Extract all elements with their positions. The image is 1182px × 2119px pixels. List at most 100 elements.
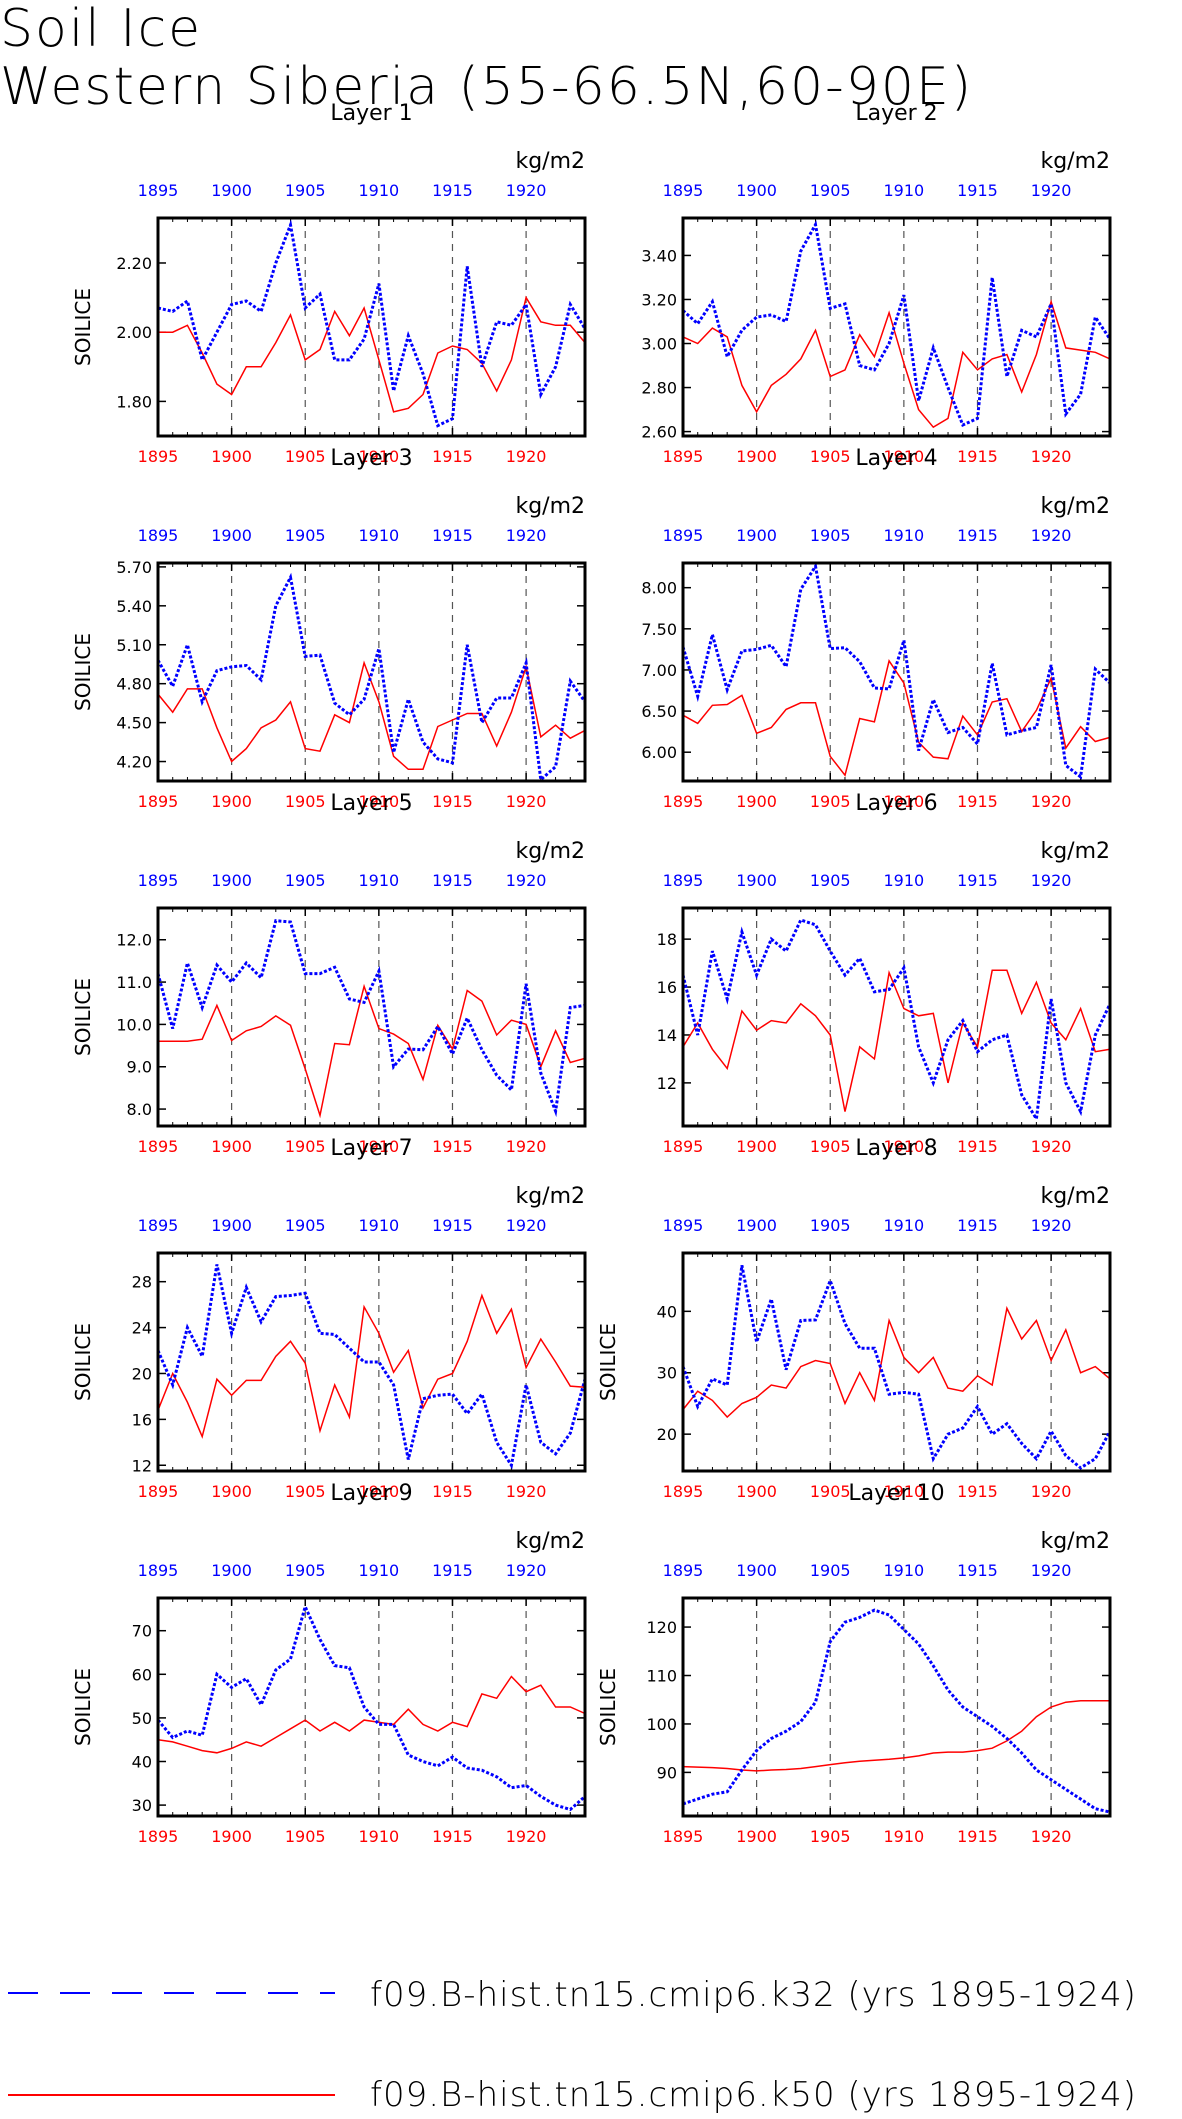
panel-3-series-k32-line <box>156 572 587 783</box>
panel-4-ytick-label-2: 7.00 <box>641 661 677 680</box>
panel-3-xtick-label-top-1910: 1910 <box>359 526 400 545</box>
panel-4-xtick-label-bottom-1915: 1915 <box>957 792 998 811</box>
panel-8-xtick-label-bottom-1895: 1895 <box>663 1482 704 1501</box>
panel-2-ytick-label-3: 3.20 <box>641 290 677 309</box>
panel-7-xtick-label-bottom-1905: 1905 <box>285 1482 326 1501</box>
panel-5-xtick-label-top-1905: 1905 <box>285 871 326 890</box>
panel-8-xtick-label-top-1895: 1895 <box>663 1216 704 1235</box>
panel-4-xtick-label-bottom-1905: 1905 <box>810 792 851 811</box>
panel-6-xtick-label-top-1900: 1900 <box>736 871 777 890</box>
panel-8-xtick-label-bottom-1920: 1920 <box>1031 1482 1072 1501</box>
panel-10-units: kg/m2 <box>1040 1529 1110 1554</box>
panel-1-xtick-label-bottom-1920: 1920 <box>506 447 547 466</box>
panel-4-xtick-label-top-1895: 1895 <box>663 526 704 545</box>
panel-6-xtick-label-top-1910: 1910 <box>884 871 925 890</box>
panel-9-xtick-label-bottom-1920: 1920 <box>506 1827 547 1846</box>
panel-4-ytick-label-0: 6.00 <box>641 743 677 762</box>
panel-2-ytick-label-2: 3.00 <box>641 335 677 354</box>
panel-9-frame <box>156 1596 587 1818</box>
panel-1-xtick-label-bottom-1905: 1905 <box>285 447 326 466</box>
panel-7-xtick-label-top-1900: 1900 <box>211 1216 252 1235</box>
panel-6-xtick-label-bottom-1910: 1910 <box>884 1137 925 1156</box>
panel-5-ylabel: SOILICE <box>71 978 95 1056</box>
panel-10-xtick-label-top-1900: 1900 <box>736 1561 777 1580</box>
panel-1-xtick-label-top-1910: 1910 <box>359 181 400 200</box>
panel-10-ytick-label-0: 90 <box>657 1763 677 1782</box>
panel-3-xtick-label-top-1920: 1920 <box>506 526 547 545</box>
figure-title: Soil Ice Western Siberia (55-66.5N,60-90… <box>0 0 973 116</box>
panel-1-xtick-label-bottom-1910: 1910 <box>359 447 400 466</box>
panel-9-ytick-label-4: 70 <box>132 1622 152 1641</box>
panel-2-xtick-label-top-1915: 1915 <box>957 181 998 200</box>
panel-4-xtick-label-bottom-1900: 1900 <box>736 792 777 811</box>
panel-6-frame <box>681 906 1112 1128</box>
panel-1-frame <box>156 216 587 438</box>
panel-9-xtick-label-top-1895: 1895 <box>138 1561 179 1580</box>
panel-7-xtick-label-top-1915: 1915 <box>432 1216 473 1235</box>
panel-9-xtick-label-bottom-1915: 1915 <box>432 1827 473 1846</box>
panel-8-ytick-label-2: 40 <box>657 1302 677 1321</box>
panel-5-series-k32-line <box>156 919 586 1118</box>
panel-1-xtick-label-bottom-1900: 1900 <box>211 447 252 466</box>
panel-8-xtick-label-top-1915: 1915 <box>957 1216 998 1235</box>
panel-8-frame <box>681 1251 1112 1473</box>
panel-3-xtick-label-top-1900: 1900 <box>211 526 252 545</box>
panel-1-xtick-label-top-1905: 1905 <box>285 181 326 200</box>
panel-5-ytick-label-1: 9.0 <box>127 1058 152 1077</box>
panel-1-xtick-label-top-1915: 1915 <box>432 181 473 200</box>
panel-2-series-k32-line <box>681 220 1112 428</box>
panel-8-ylabel: SOILICE <box>596 1323 620 1401</box>
panel-4-xtick-label-bottom-1895: 1895 <box>663 792 704 811</box>
panel-9-units: kg/m2 <box>515 1529 585 1554</box>
panel-7-xtick-label-top-1910: 1910 <box>359 1216 400 1235</box>
panel-3-ytick-label-2: 4.80 <box>116 675 152 694</box>
panel-10-xtick-label-bottom-1895: 1895 <box>663 1827 704 1846</box>
panel-3-xtick-label-bottom-1915: 1915 <box>432 792 473 811</box>
panel-3-ytick-label-5: 5.70 <box>116 558 152 577</box>
panel-5-xtick-label-bottom-1895: 1895 <box>138 1137 179 1156</box>
panel-9-ytick-label-3: 60 <box>132 1665 152 1684</box>
panel-9-ytick-label-0: 30 <box>132 1796 152 1815</box>
panel-10-series-k32-line <box>682 1608 1111 1814</box>
panel-10-ytick-label-3: 120 <box>646 1618 677 1637</box>
panel-7-frame <box>156 1251 587 1473</box>
panel-2-ytick-label-4: 3.40 <box>641 246 677 265</box>
panel-1-ytick-label-2: 2.20 <box>116 254 152 273</box>
chart-area: Layer 1 kg/m2 SOILICE 1895 1895 1900 1900 1905 1… <box>71 101 1112 1846</box>
panel-3-xtick-label-top-1895: 1895 <box>138 526 179 545</box>
panel-3-title: Layer 3 <box>330 446 412 471</box>
panel-1-xtick-label-top-1920: 1920 <box>506 181 547 200</box>
panel-7-xtick-label-bottom-1915: 1915 <box>432 1482 473 1501</box>
panel-8-series-k32-line <box>681 1265 1112 1470</box>
panel-3-xtick-label-bottom-1910: 1910 <box>359 792 400 811</box>
panel-10-xtick-label-bottom-1910: 1910 <box>884 1827 925 1846</box>
panel-6-series-k32-line <box>681 918 1112 1124</box>
panel-4-xtick-label-top-1920: 1920 <box>1031 526 1072 545</box>
panel-10-series-k50-line <box>682 1699 1110 1772</box>
panel-3-xtick-label-bottom-1905: 1905 <box>285 792 326 811</box>
panel-2-xtick-label-top-1895: 1895 <box>663 181 704 200</box>
legend-label-k50: f09.B-hist.tn15.cmip6.k50 (yrs 1895-1924… <box>370 2075 1137 2115</box>
panel-5-units: kg/m2 <box>515 839 585 864</box>
panel-9-xtick-label-top-1905: 1905 <box>285 1561 326 1580</box>
panel-9-xtick-label-bottom-1910: 1910 <box>359 1827 400 1846</box>
panel-7-xtick-label-top-1895: 1895 <box>138 1216 179 1235</box>
panel-9-xtick-label-top-1920: 1920 <box>506 1561 547 1580</box>
panel-4-ytick-label-1: 6.50 <box>641 702 677 721</box>
panel-2-ytick-label-0: 2.60 <box>641 423 677 442</box>
panel-8-xtick-label-bottom-1910: 1910 <box>884 1482 925 1501</box>
panel-6-xtick-label-bottom-1900: 1900 <box>736 1137 777 1156</box>
panel-8-title: Layer 8 <box>855 1136 937 1161</box>
panel-10-title: Layer 10 <box>848 1481 944 1506</box>
panel-10-xtick-label-top-1910: 1910 <box>884 1561 925 1580</box>
panel-3-xtick-label-bottom-1895: 1895 <box>138 792 179 811</box>
panel-4-series-k50-line <box>682 659 1111 777</box>
panel-7-ylabel: SOILICE <box>71 1323 95 1401</box>
panel-5-xtick-label-bottom-1900: 1900 <box>211 1137 252 1156</box>
panel-5-xtick-label-top-1920: 1920 <box>506 871 547 890</box>
panel-2-xtick-label-bottom-1910: 1910 <box>884 447 925 466</box>
panel-9-series-k32-line <box>156 1602 586 1812</box>
panel-8-ytick-label-0: 20 <box>657 1425 677 1444</box>
panel-4-xtick-label-top-1905: 1905 <box>810 526 851 545</box>
panel-2-title: Layer 2 <box>855 101 937 126</box>
